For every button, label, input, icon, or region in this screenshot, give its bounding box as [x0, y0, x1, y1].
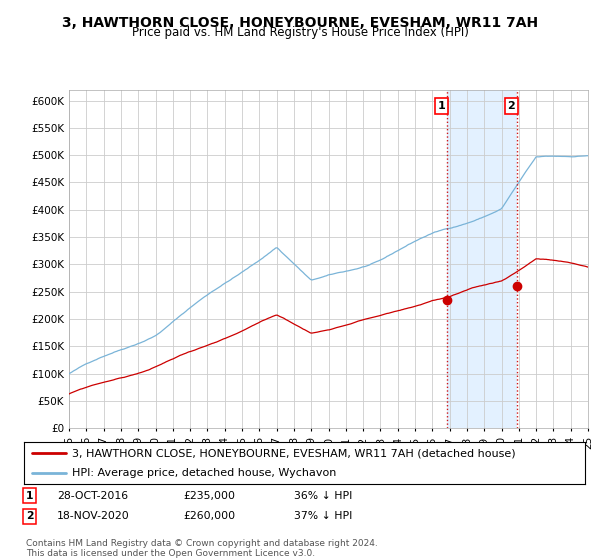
Text: 1: 1 [437, 101, 445, 111]
Text: Contains HM Land Registry data © Crown copyright and database right 2024.
This d: Contains HM Land Registry data © Crown c… [26, 539, 377, 558]
Text: 2: 2 [508, 101, 515, 111]
Text: 3, HAWTHORN CLOSE, HONEYBOURNE, EVESHAM, WR11 7AH: 3, HAWTHORN CLOSE, HONEYBOURNE, EVESHAM,… [62, 16, 538, 30]
Text: 1: 1 [26, 491, 34, 501]
Text: HPI: Average price, detached house, Wychavon: HPI: Average price, detached house, Wych… [71, 469, 336, 478]
Text: 37% ↓ HPI: 37% ↓ HPI [294, 511, 352, 521]
Text: 2: 2 [26, 511, 34, 521]
Bar [446, 90, 517, 428]
Text: Price paid vs. HM Land Registry's House Price Index (HPI): Price paid vs. HM Land Registry's House … [131, 26, 469, 39]
Text: 3, HAWTHORN CLOSE, HONEYBOURNE, EVESHAM, WR11 7AH (detached house): 3, HAWTHORN CLOSE, HONEYBOURNE, EVESHAM,… [71, 449, 515, 458]
Text: 36% ↓ HPI: 36% ↓ HPI [294, 491, 352, 501]
Text: £235,000: £235,000 [183, 491, 235, 501]
Text: £260,000: £260,000 [183, 511, 235, 521]
Text: 28-OCT-2016: 28-OCT-2016 [57, 491, 128, 501]
Text: 18-NOV-2020: 18-NOV-2020 [57, 511, 130, 521]
